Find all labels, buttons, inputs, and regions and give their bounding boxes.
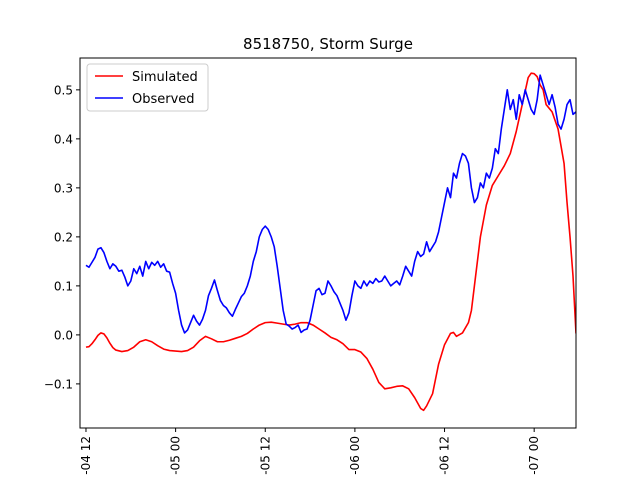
x-tick-label: -04 12 (79, 436, 93, 475)
x-tick-label: -05 00 (169, 436, 183, 475)
chart-title: 8518750, Storm Surge (243, 35, 413, 53)
x-axis: -04 12 -05 00 -05 12 -06 00 -06 12 -07 00 (79, 428, 541, 475)
y-tick-label: −0.1 (44, 377, 73, 391)
legend-label-observed: Observed (132, 92, 195, 107)
legend-label-simulated: Simulated (132, 70, 198, 85)
series-line-observed (85, 74, 576, 334)
x-tick-label: -06 12 (438, 436, 452, 475)
x-tick-label: -05 12 (258, 436, 272, 475)
series-line-simulated (85, 72, 576, 412)
y-tick-label: 0.5 (54, 83, 73, 97)
x-tick-label: -07 00 (527, 436, 541, 475)
y-tick-label: 0.4 (54, 132, 73, 146)
legend: Simulated Observed (86, 63, 209, 112)
x-tick-label: -06 00 (348, 436, 362, 475)
plot-area (79, 57, 577, 429)
y-axis: −0.1 0.0 0.1 0.2 0.3 0.4 0.5 (44, 83, 80, 391)
y-tick-label: 0.1 (54, 279, 73, 293)
y-tick-label: 0.3 (54, 181, 73, 195)
series-layer (85, 72, 576, 412)
y-tick-label: 0.0 (54, 328, 73, 342)
y-tick-label: 0.2 (54, 230, 73, 244)
plot-frame (79, 57, 577, 429)
